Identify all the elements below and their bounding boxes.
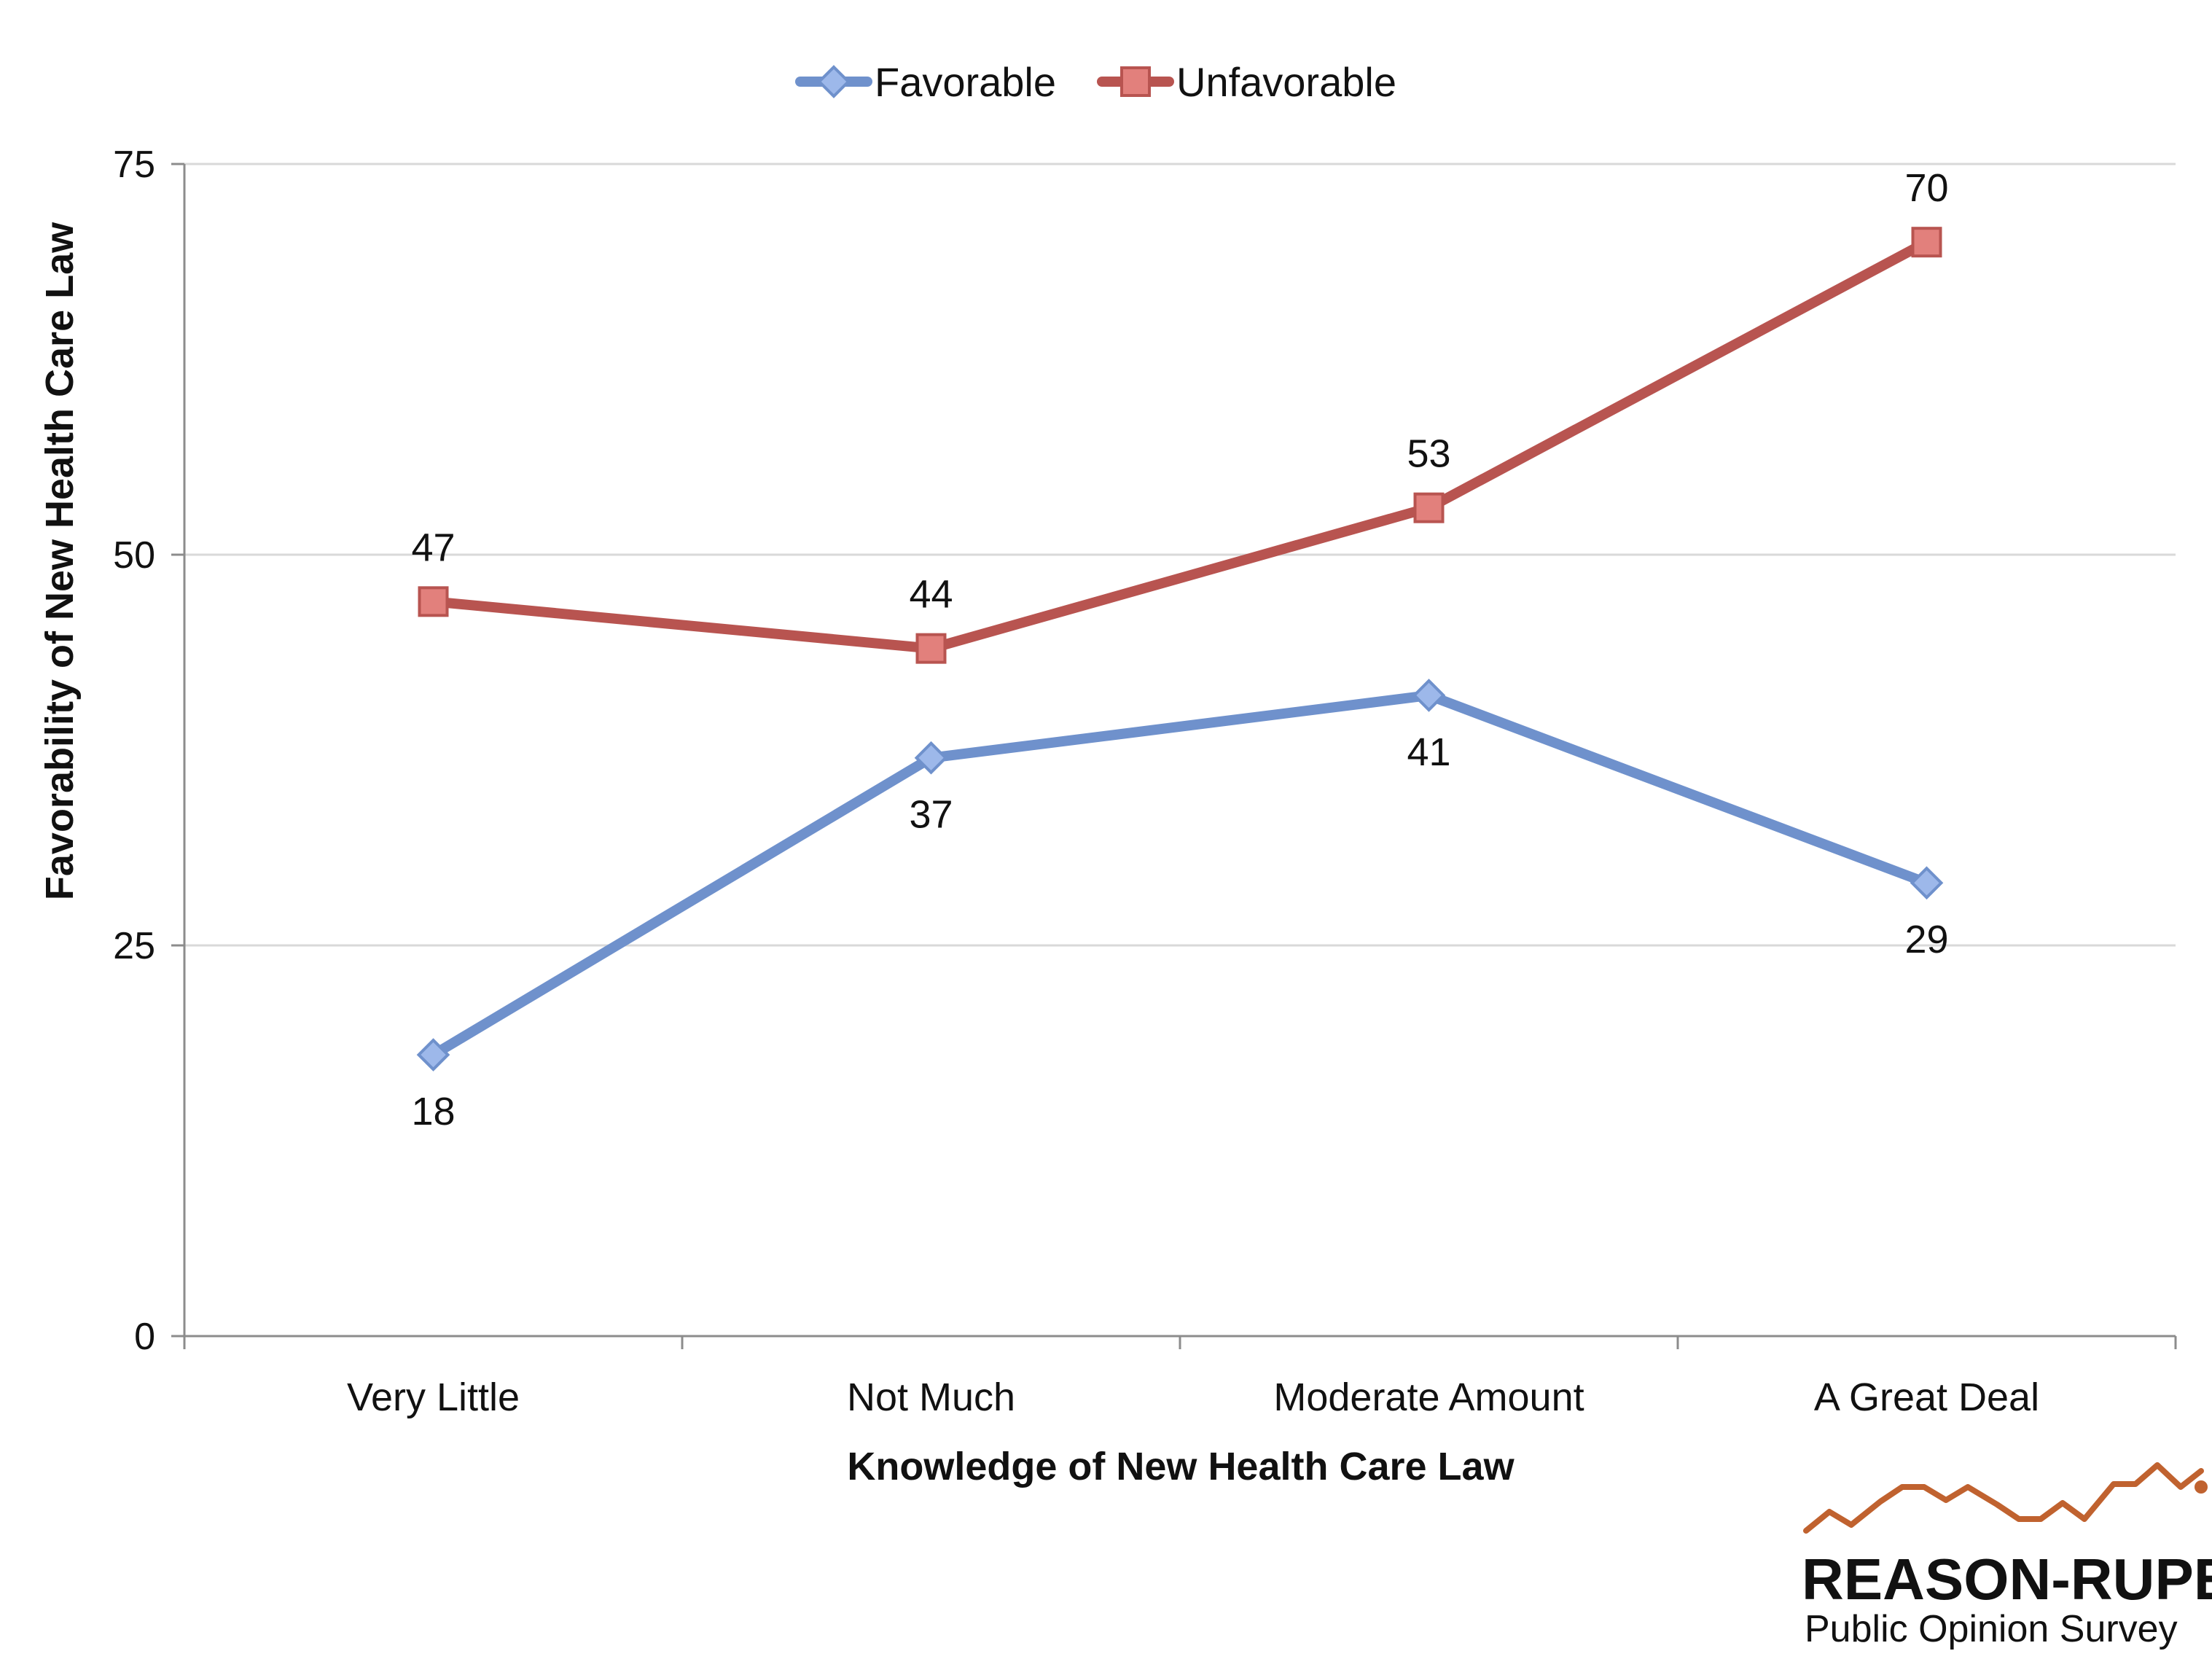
logo-mountain-line — [1803, 1462, 2204, 1534]
data-point-favorable — [416, 1038, 450, 1071]
data-point-unfavorable — [915, 633, 947, 664]
data-label-unfavorable: 70 — [1904, 166, 1948, 210]
data-label-favorable: 37 — [909, 793, 953, 837]
series-layer — [416, 227, 1944, 1071]
series-line-favorable — [428, 690, 1932, 1061]
data-point-favorable — [1412, 679, 1446, 712]
data-label-unfavorable: 44 — [909, 573, 953, 617]
y-tick-labels: 0 25 50 75 — [113, 144, 155, 1358]
data-point-unfavorable — [418, 586, 449, 617]
y-tick-label: 25 — [113, 925, 155, 967]
x-axis-title: Knowledge of New Health Care Law — [847, 1445, 1515, 1488]
reason-rupe-logo: REASON-RUPE Public Opinion Survey — [1802, 1462, 2212, 1650]
legend-label-unfavorable: Unfavorable — [1176, 59, 1396, 105]
data-label-favorable: 41 — [1407, 730, 1450, 774]
data-label-unfavorable: 47 — [411, 526, 455, 569]
y-tick-label: 75 — [113, 144, 155, 186]
x-category-label: Moderate Amount — [1273, 1375, 1584, 1419]
x-category-label: A Great Deal — [1814, 1375, 2039, 1419]
x-category-label: Not Much — [847, 1375, 1015, 1419]
series-line-unfavorable — [428, 237, 1932, 654]
data-label-favorable: 29 — [1904, 918, 1948, 961]
legend-label-favorable: Favorable — [875, 59, 1056, 105]
data-label-unfavorable: 53 — [1407, 432, 1450, 476]
y-axis-title: Favorability of New Health Care Law — [38, 222, 82, 900]
y-tick-label: 50 — [113, 534, 155, 577]
data-labels: 18 37 41 29 47 44 53 70 — [411, 166, 1948, 1133]
data-point-favorable — [1910, 866, 1944, 900]
data-point-unfavorable — [1413, 492, 1445, 523]
data-point-unfavorable — [1911, 227, 1942, 258]
axes — [171, 163, 2177, 1349]
y-tick-label: 0 — [134, 1316, 155, 1358]
logo-name: REASON-RUPE — [1802, 1547, 2212, 1612]
x-category-label: Very Little — [347, 1375, 520, 1419]
legend-marker-favorable — [817, 65, 851, 98]
legend: Favorable Unfavorable — [795, 59, 1396, 105]
logo-dot — [2195, 1480, 2208, 1494]
legend-marker-unfavorable — [1120, 66, 1151, 97]
data-point-favorable — [914, 741, 948, 775]
logo-subtitle: Public Opinion Survey — [1805, 1608, 2178, 1650]
gridlines — [184, 163, 2176, 947]
data-label-favorable: 18 — [411, 1090, 455, 1133]
x-category-labels: Very Little Not Much Moderate Amount A Grea… — [347, 1375, 2039, 1419]
